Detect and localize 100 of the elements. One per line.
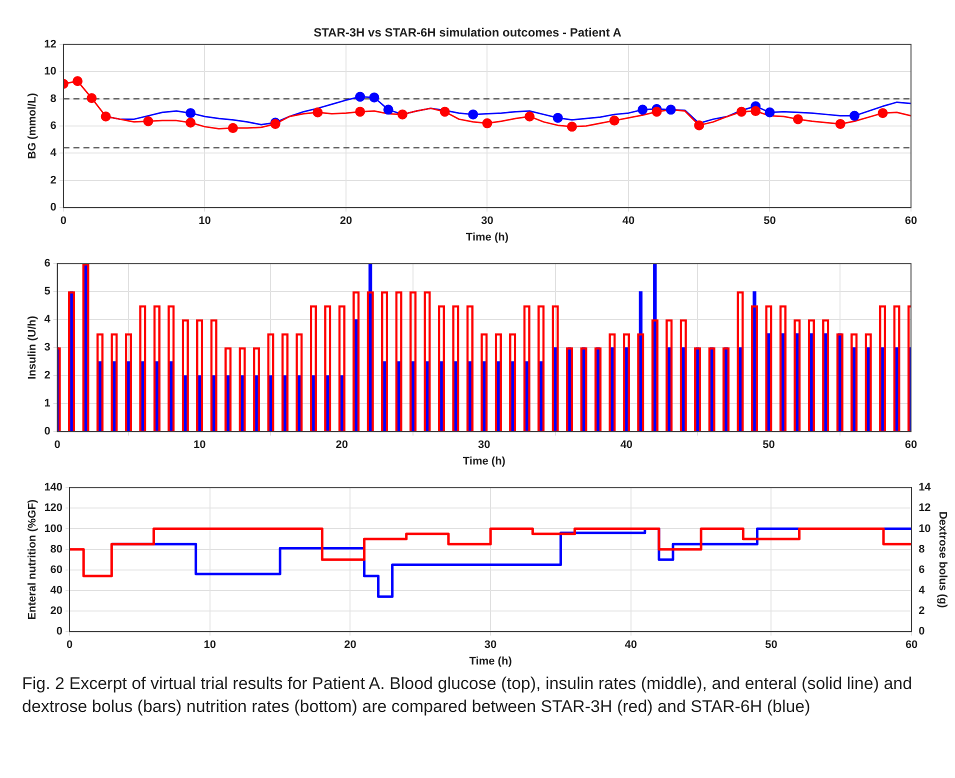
point [524, 111, 535, 122]
bar [808, 319, 815, 432]
y-tick-label: 100 [44, 522, 63, 535]
x-axis-title: Time (h) [469, 655, 512, 668]
bar [893, 305, 900, 432]
bar [252, 347, 260, 432]
x-axis-title: Time (h) [462, 455, 506, 468]
bar [224, 347, 232, 432]
bar [124, 333, 132, 432]
bar [850, 333, 858, 432]
x-tick-label: 20 [344, 639, 356, 652]
point [312, 107, 323, 118]
point [835, 118, 846, 129]
bar [380, 291, 388, 432]
x-tick-label: 40 [620, 439, 633, 452]
caption: Fig. 2 Excerpt of virtual trial results for Patient A. Blood glucose (top), insulin rates (middle), and enteral (solid line) and dextrose bolus (bars) nutrition rates (bottom) are compared between STAR-3H (red) and STAR-6H (blue) [21, 673, 914, 718]
point [566, 122, 577, 132]
x-tick-label: 40 [624, 639, 638, 652]
bar [196, 319, 204, 432]
x-tick-label: 50 [762, 439, 775, 452]
x-tick-label: 10 [193, 439, 206, 452]
x-tick-label: 30 [484, 639, 497, 652]
y-tick-label: 8 [50, 92, 56, 105]
point [86, 93, 97, 104]
point [638, 104, 648, 115]
bar [622, 333, 630, 432]
y-tick-label: 20 [50, 605, 63, 618]
bar [338, 305, 346, 432]
y2-tick-label: 4 [918, 584, 926, 596]
point [552, 112, 563, 123]
bar [168, 305, 175, 432]
x-axis-title: Time (h) [466, 231, 509, 244]
bar [494, 333, 502, 432]
x-tick-label: 40 [622, 215, 635, 228]
point [355, 106, 366, 117]
bar [352, 291, 360, 432]
y-axis-title: BG (mmol/L) [26, 92, 39, 159]
bar [238, 347, 246, 432]
bar [281, 333, 289, 432]
bar [324, 305, 332, 432]
point [397, 109, 408, 120]
x-tick-label: 50 [764, 215, 776, 228]
bar [153, 305, 160, 432]
bar [182, 319, 189, 432]
bar [509, 333, 516, 432]
y-tick-label: 3 [44, 342, 50, 354]
bar [736, 291, 744, 432]
point [355, 92, 366, 102]
point [468, 109, 478, 120]
y-axis-title: Insulin (U/h) [26, 315, 39, 380]
chart-title: STAR-3H vs STAR-6H simulation outcomes - Patient A [314, 26, 622, 40]
bar [552, 305, 559, 432]
bar [452, 305, 460, 432]
point [440, 106, 450, 117]
point [878, 108, 888, 118]
bar [466, 305, 474, 432]
x-tick-label: 30 [481, 215, 494, 228]
point [383, 104, 394, 115]
y2-tick-label: 14 [918, 482, 932, 494]
y2-tick-label: 2 [918, 605, 925, 618]
y-tick-label: 80 [50, 543, 63, 556]
y-tick-label: 12 [44, 38, 56, 50]
bar [96, 333, 104, 432]
y2-tick-label: 0 [918, 626, 925, 638]
x-tick-label: 0 [66, 639, 73, 652]
bar [210, 319, 218, 432]
point [369, 92, 380, 102]
y-axis-title: Enteral nutrition (%GF) [26, 499, 39, 620]
y-tick-label: 60 [50, 564, 63, 576]
x-tick-label: 60 [905, 639, 918, 652]
y-tick-label: 40 [50, 584, 63, 596]
point [652, 106, 662, 117]
bar [537, 305, 545, 432]
y2-tick-label: 10 [918, 522, 931, 535]
point [482, 118, 492, 128]
bar [424, 291, 431, 432]
y2-tick-label: 12 [918, 502, 931, 514]
bar [608, 333, 616, 432]
bar [310, 305, 318, 432]
point [792, 114, 803, 124]
bar [438, 305, 446, 432]
x-tick-label: 20 [336, 439, 348, 452]
y-tick-label: 2 [44, 370, 50, 382]
bar [395, 291, 402, 432]
y-tick-label: 4 [44, 314, 52, 326]
point [186, 118, 196, 128]
y2-tick-label: 8 [918, 543, 925, 556]
x-tick-label: 30 [478, 439, 490, 452]
bar [110, 333, 118, 432]
point [143, 116, 154, 126]
point [849, 110, 860, 121]
point [736, 106, 746, 117]
point [72, 76, 83, 86]
y-tick-label: 120 [44, 502, 63, 514]
y2-tick-label: 6 [918, 564, 925, 576]
x-tick-label: 20 [340, 215, 352, 228]
point [100, 111, 111, 122]
bar [680, 319, 687, 432]
y-tick-label: 6 [44, 258, 50, 270]
x-tick-label: 10 [204, 639, 216, 652]
